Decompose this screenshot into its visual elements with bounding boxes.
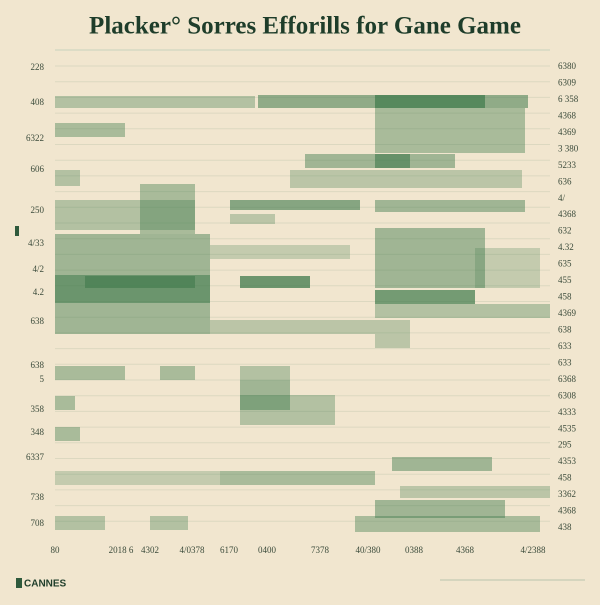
left-label: 4.2	[33, 287, 44, 297]
left-label: 408	[31, 97, 45, 107]
heat-block	[240, 395, 335, 425]
heat-block	[240, 276, 310, 288]
heat-block	[240, 366, 290, 380]
right-label: 4353	[558, 456, 577, 466]
heat-block	[55, 170, 80, 186]
left-label: 228	[31, 62, 45, 72]
heat-block	[210, 245, 350, 259]
bottom-label: 2018 6	[109, 545, 134, 555]
heat-block	[375, 108, 525, 153]
right-label: 638	[558, 324, 572, 334]
bottom-label: 6170	[220, 545, 239, 555]
left-label: 6337	[26, 452, 45, 462]
right-label: 632	[558, 226, 572, 236]
bottom-label: 4368	[456, 545, 475, 555]
heat-block	[55, 366, 125, 380]
heat-block	[210, 320, 410, 334]
left-label: 606	[31, 164, 45, 174]
heat-block	[375, 500, 505, 518]
heat-block	[290, 170, 522, 188]
heat-block	[355, 516, 540, 532]
heat-block	[375, 334, 410, 348]
title: Placker° Sorres Efforills for Gane Game	[89, 13, 521, 40]
heat-block	[230, 200, 360, 210]
heat-block	[230, 214, 275, 224]
heat-blocks	[15, 65, 550, 532]
heat-block	[55, 427, 80, 441]
heat-block	[475, 248, 540, 288]
heat-block	[375, 290, 475, 304]
bottom-label: 80	[51, 545, 61, 555]
heat-block	[240, 380, 290, 410]
heat-block	[400, 486, 550, 498]
heat-block	[55, 96, 255, 108]
heat-block	[392, 457, 492, 471]
right-label: 633	[558, 341, 572, 351]
right-label: 458	[558, 473, 572, 483]
right-label: 4535	[558, 423, 577, 433]
bottom-label: 0400	[258, 545, 277, 555]
heat-block	[55, 200, 195, 230]
right-label: 6 358	[558, 94, 579, 104]
labels: 228 408 6322 606 250 4/33 4/2 4.2 638 638 5 358 348 6…	[26, 61, 579, 555]
heat-block	[85, 276, 195, 288]
right-label: 633	[558, 357, 572, 367]
left-label: 4/2	[32, 264, 44, 274]
right-label: 4369	[558, 127, 577, 137]
right-label: 295	[558, 440, 572, 450]
right-label: 455	[558, 275, 572, 285]
bottom-label: 7378	[311, 545, 330, 555]
bottom-label: 40/380	[355, 545, 381, 555]
footer-logo: CANNES	[24, 579, 67, 590]
heat-block	[375, 154, 410, 168]
heat-block	[150, 516, 188, 530]
left-label: 348	[31, 427, 45, 437]
right-label: 4/	[558, 193, 566, 203]
bottom-label: 4/2388	[520, 545, 546, 555]
heat-block	[55, 516, 105, 530]
right-label: 6308	[558, 390, 577, 400]
right-label: 458	[558, 292, 572, 302]
right-label: 4369	[558, 308, 577, 318]
left-label: 6322	[26, 133, 44, 143]
side-marker	[15, 226, 19, 236]
bottom-label: 4302	[141, 545, 159, 555]
right-label: 4.32	[558, 242, 574, 252]
bottom-label: 0388	[405, 545, 424, 555]
left-label: 250	[31, 205, 45, 215]
heat-block	[160, 366, 195, 380]
right-label: 4368	[558, 209, 577, 219]
heat-block	[375, 95, 485, 108]
left-label: 638	[31, 316, 45, 326]
right-label: 438	[558, 522, 572, 532]
heat-block	[220, 471, 375, 485]
left-label: 5	[40, 374, 45, 384]
right-label: 3 380	[558, 143, 579, 153]
right-label: 4368	[558, 506, 577, 516]
right-label: 3362	[558, 489, 576, 499]
right-label: 4333	[558, 407, 577, 417]
heat-block	[375, 228, 485, 288]
left-label: 4/33	[28, 238, 45, 248]
heat-block	[375, 304, 550, 318]
heat-block	[140, 184, 195, 234]
bottom-label: 4/0378	[179, 545, 205, 555]
right-label: 5233	[558, 160, 577, 170]
right-label: 6309	[558, 78, 577, 88]
heat-block	[55, 123, 125, 137]
right-label: 635	[558, 259, 572, 269]
right-label: 636	[558, 176, 572, 186]
left-label: 358	[31, 404, 45, 414]
heat-block	[375, 200, 525, 212]
logo-mark	[16, 578, 22, 588]
right-label: 6368	[558, 374, 577, 384]
heat-block	[55, 396, 75, 410]
left-label: 738	[31, 492, 45, 502]
right-label: 6380	[558, 61, 577, 71]
heat-block	[55, 471, 220, 485]
left-label: 638	[31, 360, 45, 370]
right-label: 4368	[558, 110, 577, 120]
left-label: 708	[31, 518, 45, 528]
